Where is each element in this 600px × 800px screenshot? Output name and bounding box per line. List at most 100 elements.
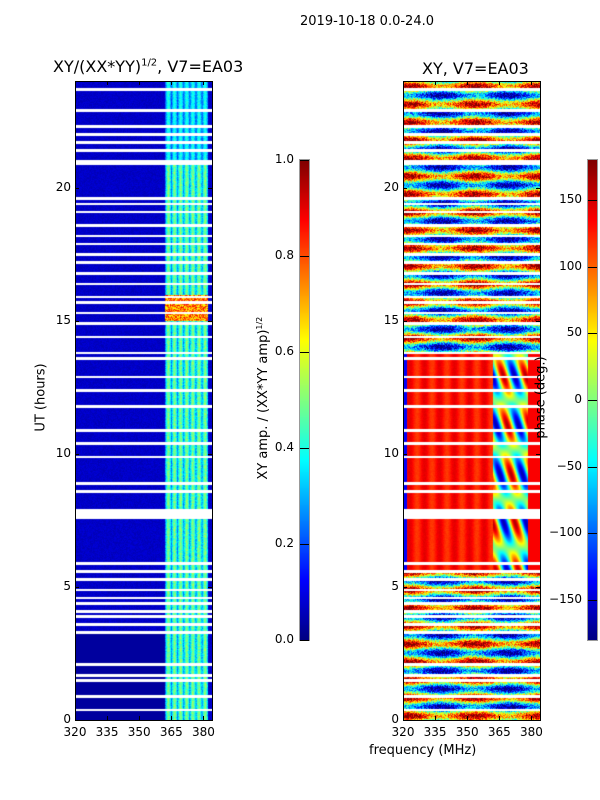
amplitude-colorbar-label: XY amp. / (XX*YY amp)1/2 (255, 303, 271, 493)
x-tick-mark (435, 81, 437, 85)
left-ylabel: UT (hours) (33, 363, 49, 432)
suptitle: 2019-10-18 0.0-24.0 (300, 14, 434, 29)
amplitude-heatmap (75, 81, 212, 720)
x-tick-label: 320 (391, 725, 415, 739)
x-tick-mark (171, 81, 173, 85)
colorbar-tick-mark (588, 400, 597, 401)
x-tick-label: 365 (159, 725, 183, 739)
colorbar-tick-mark (300, 160, 309, 161)
y-tick-label: 5 (391, 578, 399, 593)
colorbar-tick-label: −100 (549, 525, 582, 540)
y-tick-label: 10 (383, 445, 399, 460)
x-tick-mark (107, 716, 109, 720)
y-tick-mark (536, 453, 540, 455)
colorbar-tick-label: 0 (574, 392, 582, 406)
x-tick-label: 335 (423, 725, 447, 739)
colorbar-tick-label: 0.4 (274, 440, 294, 454)
y-tick-label: 5 (63, 578, 71, 593)
colorbar-tick-mark (588, 600, 597, 601)
y-tick-mark (75, 453, 79, 455)
x-tick-mark (75, 716, 76, 720)
cb1-label-main: XY amp. / (XX*YY amp) (256, 329, 272, 480)
x-tick-mark (531, 716, 533, 720)
colorbar-tick-mark (588, 333, 597, 335)
y-tick-mark (75, 187, 79, 189)
colorbar-tick-mark (300, 544, 309, 545)
amplitude-colorbar-frame (299, 159, 310, 641)
y-tick-mark (403, 586, 407, 588)
colorbar-tick-label: 0.6 (274, 344, 294, 358)
y-tick-label: 20 (383, 179, 399, 194)
y-tick-mark (403, 187, 407, 189)
colorbar-tick-label: 150 (559, 192, 582, 206)
x-tick-mark (403, 716, 404, 720)
x-tick-mark (171, 716, 173, 720)
x-tick-label: 350 (127, 725, 151, 739)
colorbar-tick-label: 0.8 (274, 248, 294, 262)
x-tick-label: 320 (63, 725, 87, 739)
x-tick-mark (203, 81, 205, 85)
x-tick-label: 350 (455, 725, 479, 739)
y-tick-mark (75, 586, 79, 588)
y-tick-label: 0 (391, 712, 399, 726)
y-tick-mark (75, 720, 79, 721)
colorbar-tick-mark (588, 266, 597, 268)
colorbar-tick-mark (588, 466, 597, 468)
x-tick-mark (403, 81, 404, 85)
phase-colorbar-label: phase (deg.) (533, 356, 549, 439)
left-title-sup: 1/2 (141, 57, 158, 69)
colorbar-tick-label: −50 (556, 458, 582, 473)
colorbar-tick-mark (588, 200, 597, 201)
x-tick-mark (435, 716, 437, 720)
y-tick-label: 20 (55, 179, 71, 194)
x-tick-mark (107, 81, 109, 85)
amplitude-colorbar (300, 160, 309, 640)
colorbar-tick-mark (300, 352, 309, 353)
y-tick-label: 10 (55, 445, 71, 460)
y-tick-label: 15 (55, 312, 71, 327)
colorbar-tick-mark (300, 256, 309, 257)
x-tick-mark (75, 81, 76, 85)
y-tick-mark (208, 187, 212, 189)
left-axes-frame (75, 81, 213, 721)
x-tick-mark (139, 81, 141, 85)
colorbar-tick-label: 0.0 (274, 632, 294, 646)
x-tick-label: 365 (487, 725, 511, 739)
x-tick-mark (499, 81, 501, 85)
colorbar-tick-mark (588, 533, 597, 535)
x-tick-label: 380 (519, 725, 543, 739)
right-axes-frame (403, 81, 541, 721)
x-tick-mark (203, 716, 205, 720)
left-title: XY/(XX*YY)1/2, V7=EA03 (53, 57, 243, 76)
left-title-main: XY/(XX*YY) (53, 57, 142, 76)
x-tick-mark (467, 716, 469, 720)
y-tick-mark (536, 720, 540, 721)
colorbar-tick-label: 1.0 (274, 152, 294, 166)
y-tick-label: 0 (63, 712, 71, 726)
colorbar-tick-mark (300, 448, 309, 449)
y-tick-label: 15 (383, 312, 399, 327)
colorbar-tick-label: 0.2 (274, 536, 294, 550)
y-tick-mark (536, 320, 540, 322)
y-tick-mark (208, 320, 212, 322)
y-tick-mark (208, 720, 212, 721)
y-tick-mark (536, 187, 540, 189)
colorbar-tick-mark (300, 640, 309, 641)
colorbar-tick-label: −150 (549, 592, 582, 606)
cb1-label-sup: 1/2 (254, 316, 264, 330)
y-tick-mark (208, 586, 212, 588)
y-tick-mark (536, 586, 540, 588)
phase-colorbar-frame (587, 159, 598, 641)
shared-xlabel: frequency (MHz) (369, 743, 477, 758)
y-tick-mark (403, 453, 407, 455)
colorbar-tick-label: 50 (566, 325, 582, 340)
x-tick-mark (531, 81, 533, 85)
y-tick-mark (403, 720, 407, 721)
right-title: XY, V7=EA03 (422, 59, 529, 78)
x-tick-label: 335 (95, 725, 119, 739)
y-tick-mark (403, 320, 407, 322)
x-tick-label: 380 (191, 725, 215, 739)
x-tick-mark (139, 716, 141, 720)
y-tick-mark (75, 320, 79, 322)
